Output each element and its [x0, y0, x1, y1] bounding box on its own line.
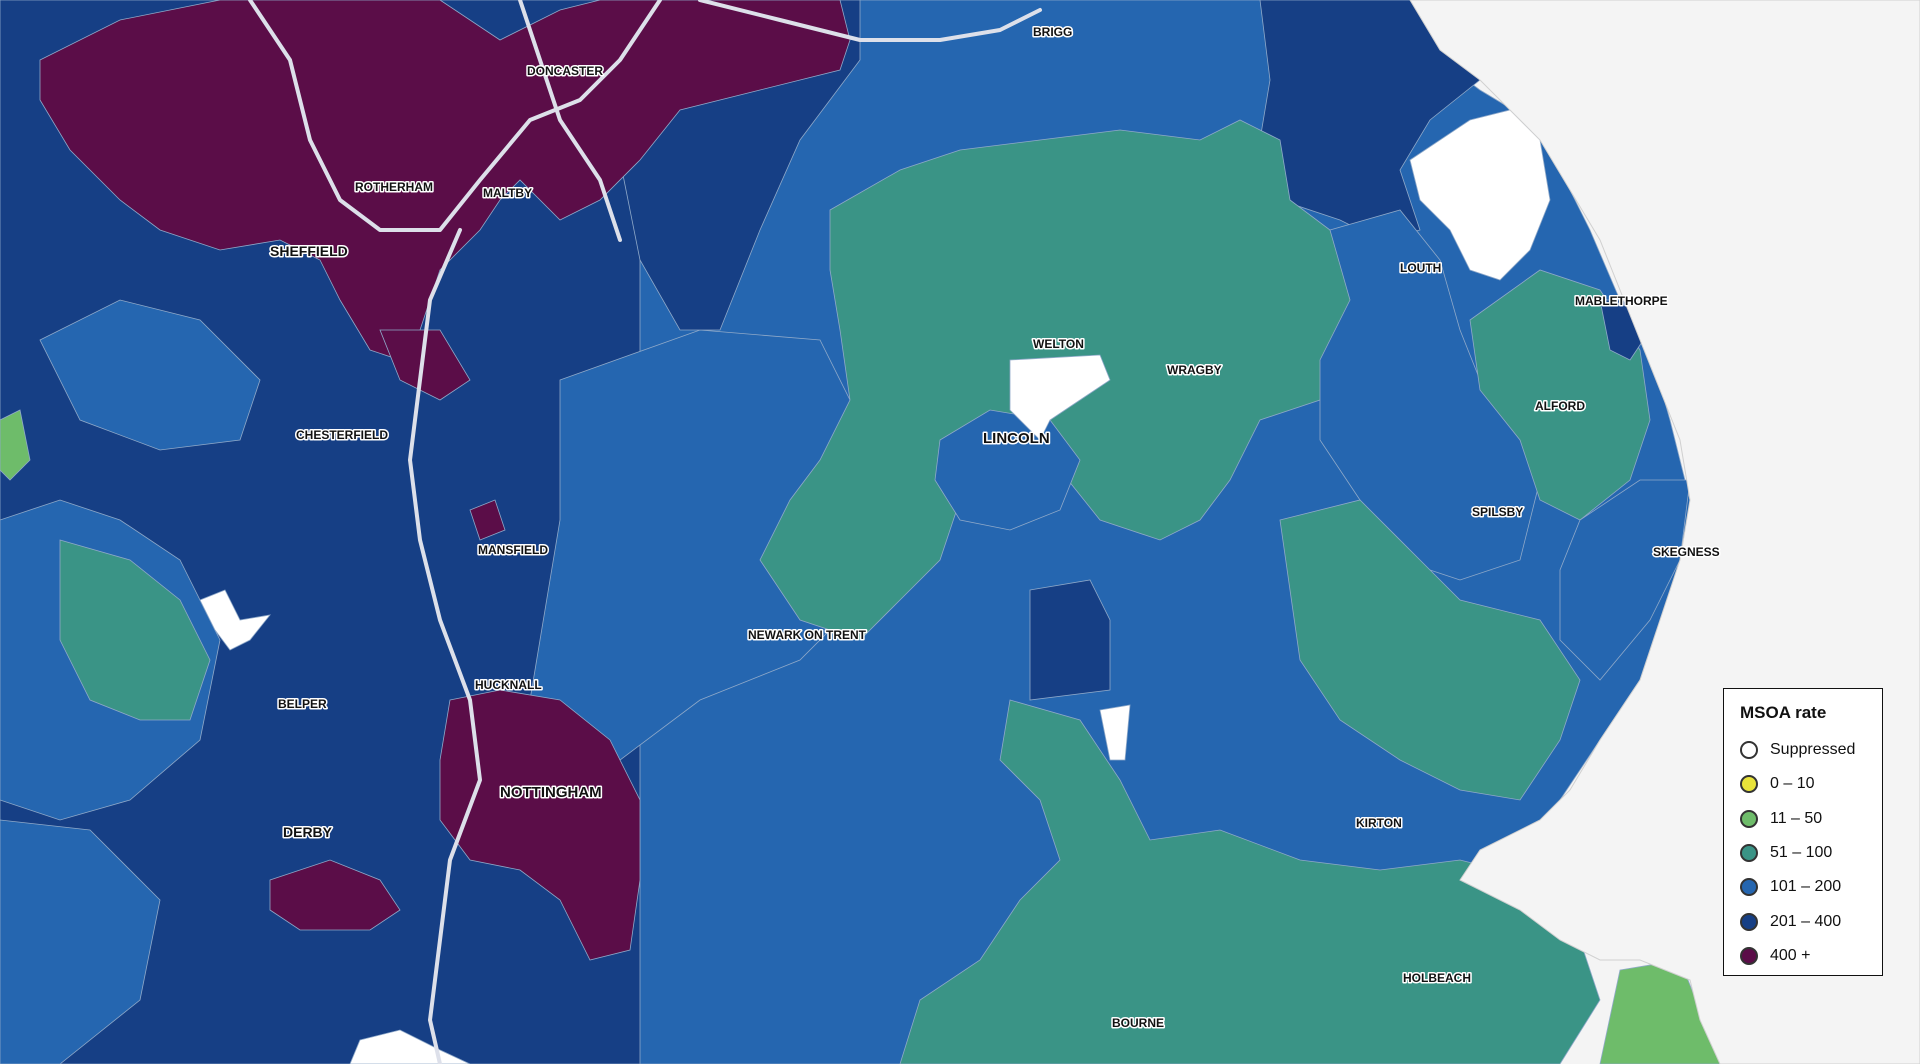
legend-swatch-icon [1740, 775, 1758, 794]
legend-title: MSOA rate [1740, 703, 1827, 722]
label-skegness: SKEGNESS [1653, 545, 1720, 559]
legend-swatch-icon [1740, 809, 1758, 828]
legend-item[interactable]: 11 – 50 [1740, 802, 1866, 836]
region-derby-purple[interactable] [269, 859, 401, 931]
label-newark: NEWARK ON TRENT [748, 628, 867, 642]
legend-item[interactable]: Suppressed [1740, 733, 1866, 767]
legend-swatch-icon [1740, 741, 1758, 760]
region-doncaster-sheffield-purple[interactable] [39, 0, 851, 361]
legend-swatch-icon [1740, 878, 1758, 897]
region-suppressed-south[interactable] [1099, 704, 1131, 761]
region-chesterfield-purple[interactable] [379, 329, 471, 401]
legend-item[interactable]: 51 – 100 [1740, 836, 1866, 870]
motorway-m18 [518, 0, 622, 242]
region-west-patch-3[interactable] [0, 819, 161, 1064]
legend-label: 0 – 10 [1770, 775, 1815, 793]
label-lincoln: LINCOLN [983, 430, 1050, 447]
legend-label: 201 – 400 [1770, 912, 1842, 930]
legend-label: 11 – 50 [1770, 809, 1823, 827]
label-belper: BELPER [278, 697, 327, 711]
motorway-m1 [248, 0, 662, 232]
label-rotherham: ROTHERHAM [355, 180, 433, 194]
motorway-m180 [698, 0, 1042, 42]
label-holbeach: HOLBEACH [1403, 971, 1471, 985]
label-welton: WELTON [1033, 337, 1084, 351]
label-mansfield: MANSFIELD [478, 543, 548, 557]
legend-item[interactable]: 400 + [1740, 939, 1866, 973]
region-louth-spilsby[interactable] [1319, 209, 1541, 581]
region-suppressed-coast[interactable] [1409, 109, 1551, 281]
label-alford: ALFORD [1535, 399, 1585, 413]
region-skegness-blue[interactable] [1559, 479, 1691, 681]
region-green-sw[interactable] [0, 409, 31, 481]
label-kirton: KIRTON [1356, 816, 1402, 830]
label-mablethorpe: MABLETHORPE [1575, 294, 1668, 308]
legend-swatch-icon [1740, 844, 1758, 863]
label-spilsby: SPILSBY [1472, 505, 1523, 519]
map-legend: MSOA rate Suppressed 0 – 10 11 – 50 51 – 10… [1723, 688, 1883, 976]
msoa-regions[interactable] [0, 0, 1721, 1064]
label-derby: DERBY [283, 824, 333, 840]
label-bourne: BOURNE [1112, 1016, 1164, 1030]
legend-item[interactable]: 0 – 10 [1740, 767, 1866, 801]
region-dark-patch-1[interactable] [1029, 579, 1111, 701]
legend-item[interactable]: 201 – 400 [1740, 904, 1866, 938]
region-suppressed-welton[interactable] [1009, 354, 1111, 441]
region-suppressed-west[interactable] [199, 589, 271, 651]
label-hucknall: HUCKNALL [475, 678, 542, 692]
label-maltby: MALTBY [483, 186, 532, 200]
legend-items: Suppressed 0 – 10 11 – 50 51 – 100 101 – 200… [1740, 733, 1866, 973]
label-nottingham: NOTTINGHAM [500, 784, 602, 801]
region-alford-teal[interactable] [1469, 269, 1651, 521]
label-chesterfield: CHESTERFIELD [296, 428, 388, 442]
label-sheffield: SHEFFIELD [270, 243, 348, 259]
label-brigg: BRIGG [1033, 25, 1072, 39]
legend-label: 400 + [1770, 946, 1811, 964]
place-labels: BRIGG DONCASTER ROTHERHAM MALTBY SHEFFIE… [269, 24, 1722, 1032]
region-holbeach-teal[interactable] [899, 699, 1601, 1064]
label-doncaster: DONCASTER [527, 64, 603, 78]
legend-swatch-icon [1740, 946, 1758, 965]
region-west-patch-2[interactable] [39, 299, 261, 451]
legend-label: 51 – 100 [1770, 844, 1833, 862]
region-south-teal[interactable] [1279, 499, 1581, 801]
region-central-blue[interactable] [519, 329, 861, 821]
label-wragby: WRAGBY [1167, 363, 1222, 377]
legend-swatch-icon [1740, 912, 1758, 931]
region-nottingham-purple[interactable] [439, 689, 641, 961]
legend-label: Suppressed [1770, 741, 1856, 759]
motorway-network [248, 0, 1042, 1064]
legend-label: 101 – 200 [1770, 878, 1842, 896]
motorway-a1 [408, 228, 482, 1064]
label-louth: LOUTH [1400, 261, 1441, 275]
region-mansfield-purple[interactable] [469, 499, 506, 541]
legend-item[interactable]: 101 – 200 [1740, 870, 1866, 904]
region-west-teal[interactable] [59, 539, 211, 721]
region-lincoln-city[interactable] [934, 409, 1081, 531]
